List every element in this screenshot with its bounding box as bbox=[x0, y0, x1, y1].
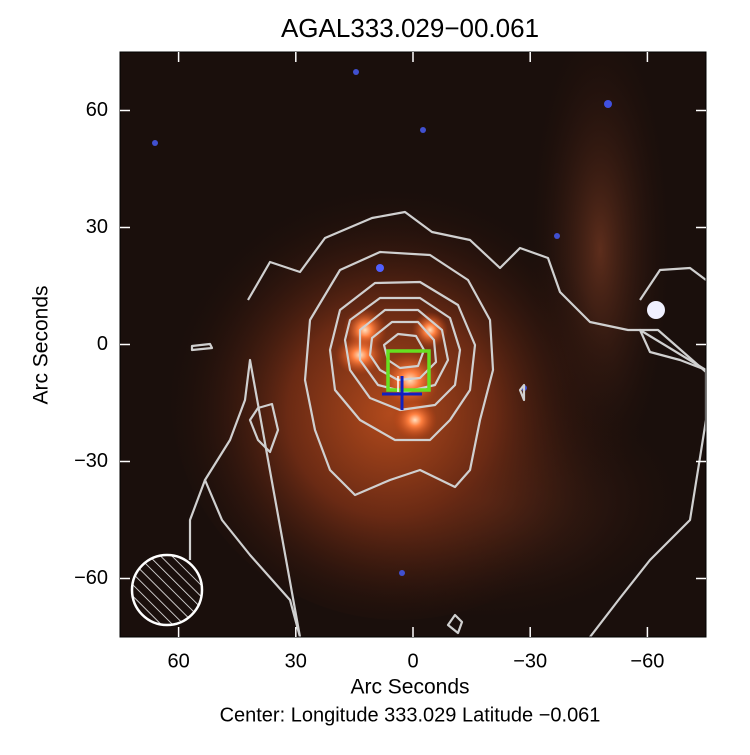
y-tick-label: −30 bbox=[74, 450, 108, 472]
x-tick-label: −30 bbox=[513, 650, 547, 672]
x-axis-label: Arc Seconds bbox=[350, 676, 469, 699]
x-tick-label: 0 bbox=[407, 650, 418, 672]
y-tick-label: 60 bbox=[86, 99, 108, 121]
y-tick-label: 30 bbox=[86, 216, 108, 238]
footer: Center: Longitude 333.029 Latitude −0.06… bbox=[220, 704, 601, 726]
x-tick-label: 60 bbox=[167, 650, 189, 672]
y-tick-label: −60 bbox=[74, 567, 108, 589]
x-tick-label: −60 bbox=[630, 650, 664, 672]
y-axis-label: Arc Seconds bbox=[30, 285, 53, 404]
sky-image bbox=[120, 52, 706, 637]
x-tick-label: 30 bbox=[285, 650, 307, 672]
y-tick-label: 0 bbox=[97, 333, 108, 355]
chart-title: AGAL333.029−00.061 bbox=[281, 13, 539, 43]
